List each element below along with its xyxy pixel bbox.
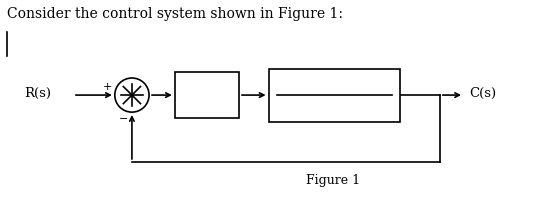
Text: +: + [103, 82, 112, 92]
Text: 1: 1 [330, 79, 338, 93]
Text: s(s + 2)(s + 5): s(s + 2)(s + 5) [288, 99, 380, 112]
FancyBboxPatch shape [268, 69, 400, 122]
FancyBboxPatch shape [175, 72, 239, 118]
Text: −: − [119, 114, 128, 124]
Text: R(s): R(s) [25, 87, 52, 100]
Text: Figure 1: Figure 1 [306, 174, 360, 187]
Text: C(s): C(s) [469, 87, 497, 100]
Text: K: K [201, 86, 213, 100]
Text: Consider the control system shown in Figure 1:: Consider the control system shown in Fig… [7, 7, 343, 21]
